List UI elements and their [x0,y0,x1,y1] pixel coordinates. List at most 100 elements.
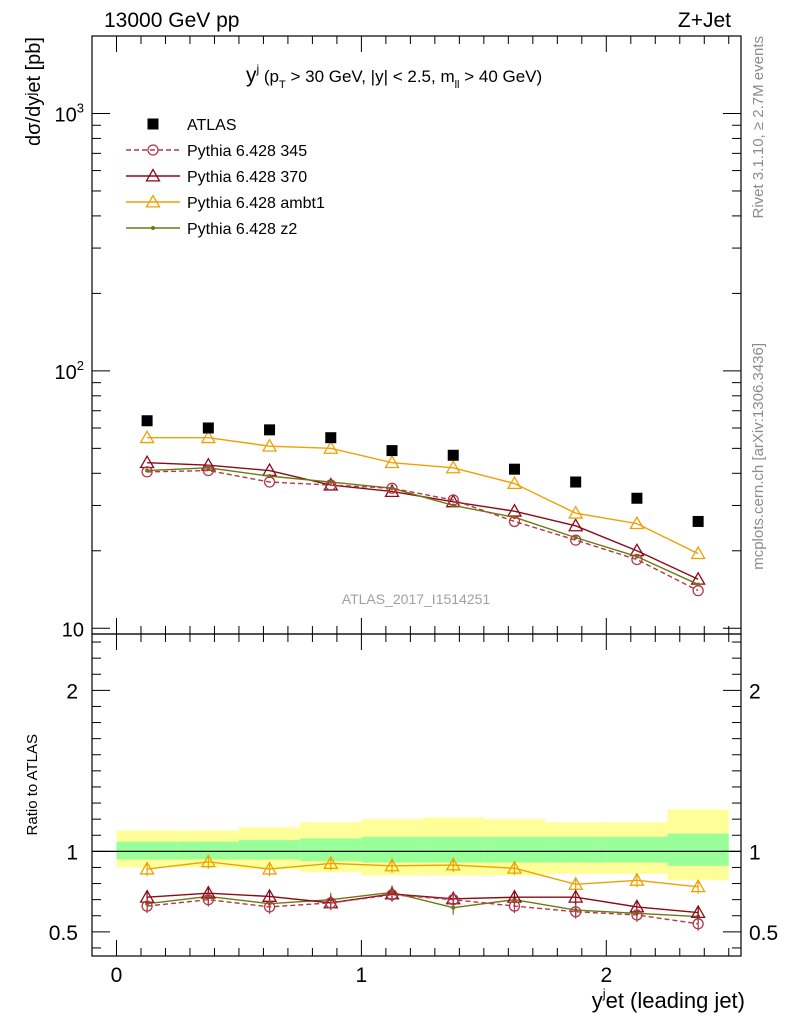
main-data-point [447,494,459,506]
mcplots-label: mcplots.cern.ch [arXiv:1306.3436] [750,343,767,570]
ratio-series-layer [139,854,706,931]
main-data-point [568,505,584,519]
ratio-frame [91,633,742,957]
main-series-line [147,467,699,586]
ratio-y-tick-label: 0.5 [49,922,78,945]
ratio-data-point [568,889,584,903]
ratio-data-point [629,872,645,886]
main-data-point [508,515,521,528]
ratio-data-point [690,878,706,893]
title-sub-ll: ll [455,79,460,91]
main-series-line [147,461,699,580]
legend-marker [151,226,155,230]
main-data-point [568,518,584,532]
main-data-point [202,464,214,477]
legend-label: Pythia 6.428 ambt1 [187,195,325,212]
ratio-series-line [147,894,699,925]
main-y-axis-label: dσ/dyʲet [pb] [23,37,45,146]
main-y-tick-label: 103 [55,100,84,126]
stat-band-bin [483,836,546,863]
x-tick-label: 2 [600,964,612,987]
ratio-data-point [200,854,216,868]
ratio-data-point [508,900,521,912]
main-data-point [325,479,337,491]
main-data-point [447,449,459,461]
ratio-data-point [631,909,643,921]
main-data-point [692,585,704,597]
legend-label: Pythia 6.428 370 [187,169,307,186]
ratio-series-line [147,892,699,914]
main-data-point [264,424,276,436]
analysis-watermark: ATLAS_2017_I1514251 [342,591,491,607]
main-data-point [206,465,211,470]
legend-label: Pythia 6.428 345 [187,143,307,160]
stat-band-bin [606,836,668,863]
main-y-tick-label: 102 [55,358,84,384]
y-tick-base: 10 [55,362,77,384]
main-data-point [386,482,398,494]
legend-label: Pythia 6.428 z2 [187,221,297,238]
stat-band-bin [177,841,239,860]
x-axis-label-y: y [592,988,603,1013]
legend-label: ATLAS [187,117,237,134]
ratio-data-point [325,897,337,909]
ratio-data-point [568,876,584,890]
ratio-series-line [147,891,699,918]
header-left-label: 13000 GeV pp [104,9,239,32]
main-data-point [263,476,276,488]
ratio-data-point [445,857,461,871]
legend-marker [145,194,161,208]
main-data-point [200,429,216,444]
ratio-series-line [147,861,699,888]
stat-band-bin [116,841,178,860]
rivet-version-label: Rivet 3.1.10, ≥ 2.7M events [750,36,767,219]
ratio-data-point [386,889,398,901]
ratio-data-point [261,861,278,875]
main-data-point [634,554,639,559]
x-axis-label-sup: j [602,986,606,1001]
ratio-y-axis-label: Ratio to ATLAS [24,734,41,835]
main-data-point [139,429,155,444]
stat-band-bin [545,836,607,863]
main-y-tick-label: 10 [62,619,84,641]
main-data-point [690,545,706,560]
main-data-point [384,483,400,497]
legend-marker [147,144,159,156]
title-sub-T: T [279,79,286,91]
x-axis-label: yjet (leading jet) [592,986,745,1013]
y-tick-exponent: 3 [77,100,84,115]
ratio-data-point [570,906,582,918]
main-data-point [141,466,153,478]
main-data-point [202,422,214,434]
ratio-y-tick-label: 1 [66,841,78,864]
main-data-point [631,492,643,504]
ratio-data-point [323,855,339,869]
stat-band-bin [238,840,301,860]
main-data-point [390,486,395,491]
main-data-point [139,454,155,469]
main-data-point [261,438,278,452]
ratio-data-point [692,918,704,930]
main-data-point [200,457,216,471]
ratio-data-point [447,894,459,906]
main-data-point [384,454,400,469]
ratio-y-tick-label-right: 2 [749,680,761,703]
main-data-point [323,440,339,454]
main-data-point [629,515,645,530]
main-data-point [573,535,578,540]
main-data-point [386,445,398,457]
stat-band-bin [667,833,729,866]
main-data-point [570,534,582,546]
title-y: y [246,64,257,87]
x-tick-label: 1 [356,964,368,987]
main-data-point [631,553,643,566]
ratio-data-point [202,894,214,906]
ratio-data-point [141,900,153,912]
main-data-point [506,475,523,490]
legend: ATLAS Pythia 6.428 345 Pythia 6.428 370 Pyt… [126,117,325,238]
ratio-data-point [139,861,155,875]
title-part-2: > 30 GeV, |y| < 2.5, m [286,67,455,86]
ratio-y-tick-label-right: 0.5 [749,922,778,945]
